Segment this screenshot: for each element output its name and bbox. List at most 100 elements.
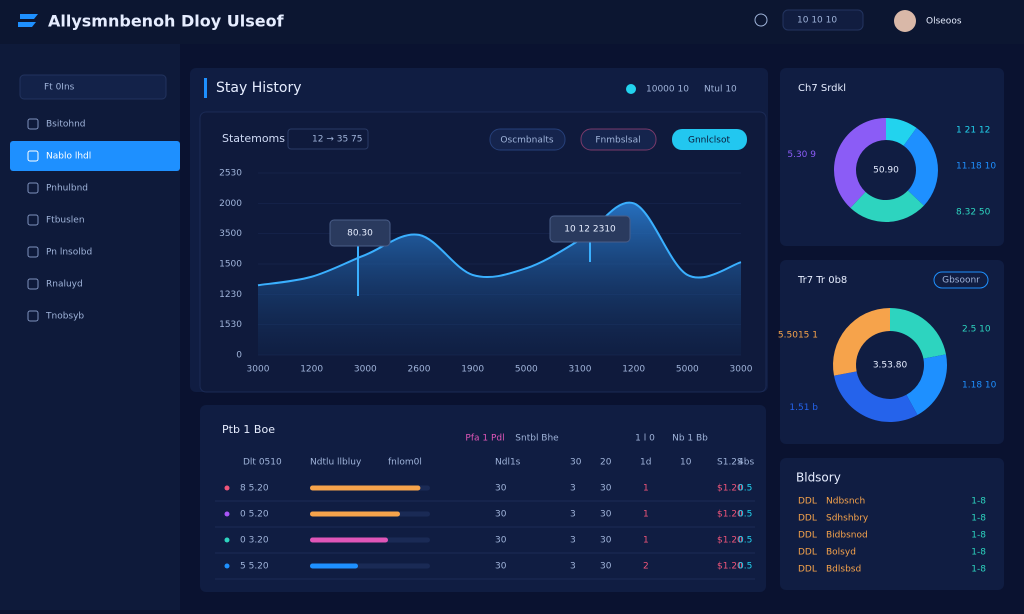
table-cell: $1.20 — [717, 510, 743, 520]
table-tab[interactable]: Nb 1 Bb — [672, 434, 708, 444]
list-name: Bidbsnod — [826, 531, 868, 541]
list-name: Ndbsnch — [826, 497, 865, 507]
nav-icon — [27, 118, 39, 130]
table-header: Ndl1s — [495, 458, 521, 468]
list-name: Bdlsbsd — [826, 565, 861, 575]
nav-item[interactable]: Pnhulbnd — [46, 184, 88, 194]
tooltip-text: 10 12 2310 — [564, 225, 616, 235]
nav-item[interactable]: Bsitohnd — [46, 120, 86, 130]
table-cell: 30 — [600, 484, 612, 494]
nav-item[interactable]: Nablo lhdl — [46, 152, 91, 162]
filter-button[interactable] — [489, 128, 566, 151]
donut-label: 1.51 b — [789, 403, 818, 413]
donut-slice — [850, 190, 924, 222]
legend-text: 10000 10 — [646, 85, 689, 95]
row-dot — [224, 537, 230, 543]
x-tick-label: 1200 — [300, 365, 323, 375]
history-title: Stay History — [216, 80, 302, 96]
search-box[interactable] — [782, 9, 864, 31]
list-label: DDL — [798, 514, 817, 524]
row-name: 8 5.20 — [240, 484, 269, 494]
x-tick-label: 2600 — [408, 365, 431, 375]
filter-button[interactable] — [672, 129, 747, 150]
table-header: Ndtlu llbluy — [310, 458, 362, 468]
title-accent — [204, 78, 207, 98]
donut-label: 5.5015 1 — [778, 331, 818, 341]
nav-item[interactable]: Pn lnsolbd — [46, 248, 92, 258]
sidebar — [0, 44, 180, 610]
table-cell: $1.20 — [717, 562, 743, 572]
table-cell: 1 — [643, 484, 649, 494]
table-cell: 3 — [570, 536, 576, 546]
table-cell: 3 — [570, 510, 576, 520]
row-bar — [310, 485, 421, 491]
filter[interactable]: Ntul 10 — [704, 85, 737, 95]
donut-button[interactable] — [933, 271, 989, 289]
row-dot — [224, 511, 230, 517]
table-cell: 0.5 — [738, 562, 752, 572]
tooltip — [329, 219, 391, 247]
list-value: 1-8 — [971, 548, 986, 558]
donut-center: 3.53.80 — [873, 361, 908, 371]
nav-icon — [27, 278, 39, 290]
list-value: 1-8 — [971, 497, 986, 507]
table-cell: 30 — [600, 510, 612, 520]
donut-label: 2.5 10 — [962, 324, 991, 334]
chart-subtitle: Statemoms — [222, 132, 285, 145]
table-cell: 3 — [570, 562, 576, 572]
donut-slice — [906, 354, 948, 415]
row-name: 0 3.20 — [240, 536, 269, 546]
table-cell: 1 — [643, 536, 649, 546]
table-cell: 30 — [495, 562, 507, 572]
list-value: 1-8 — [971, 531, 986, 541]
donut-label: 8.32 50 — [956, 207, 991, 217]
x-tick-label: 3000 — [730, 365, 753, 375]
table-cell: 2 — [643, 562, 649, 572]
table-tab[interactable]: 1 l 0 — [635, 434, 655, 444]
table-cell: 3 — [570, 484, 576, 494]
table-tab[interactable]: Sntbl Bhe — [515, 434, 559, 444]
table-header: 1d — [640, 458, 651, 468]
table-title: Ptb 1 Boe — [222, 423, 275, 436]
user-name: Olseoos — [926, 17, 962, 27]
table-cell: 0.5 — [738, 484, 752, 494]
x-tick-label: 1200 — [622, 365, 645, 375]
search-icon[interactable] — [754, 13, 768, 27]
row-bar — [310, 511, 400, 517]
table-cell: 30 — [495, 484, 507, 494]
nav-item[interactable]: Tnobsyb — [45, 312, 84, 322]
table-cell: 0.5 — [738, 536, 752, 546]
x-tick-label: 3100 — [569, 365, 592, 375]
filter-button[interactable] — [580, 128, 657, 151]
x-tick-label: 3000 — [354, 365, 377, 375]
nav-item[interactable]: Ftbuslen — [46, 216, 85, 226]
donut-button-label: Gbsoonr — [942, 276, 980, 286]
list-value: 1-8 — [971, 514, 986, 524]
list-title: Bldsory — [796, 471, 841, 485]
table-header: 20 — [600, 458, 612, 468]
nav-icon — [27, 246, 39, 258]
range-box[interactable] — [287, 128, 369, 150]
row-dot — [224, 563, 230, 569]
table-header: fnlom0l — [388, 458, 422, 468]
table-header: 4bs — [738, 458, 754, 468]
donut-slice — [890, 308, 946, 359]
row-dot — [224, 485, 230, 491]
nav-item[interactable]: Rnaluyd — [46, 280, 83, 290]
x-tick-label: 5000 — [676, 365, 699, 375]
table-cell: 1 — [643, 510, 649, 520]
sidebar-search[interactable] — [19, 74, 167, 100]
table-tab[interactable]: Pfa 1 Pdl — [465, 434, 504, 444]
y-tick-label: 1230 — [219, 290, 242, 300]
row-name: 0 5.20 — [240, 510, 269, 520]
table-cell: 30 — [600, 562, 612, 572]
avatar[interactable] — [894, 10, 916, 32]
table-cell: $1.20 — [717, 536, 743, 546]
nav-icon — [27, 214, 39, 226]
table-header: 30 — [570, 458, 582, 468]
list-label: DDL — [798, 497, 817, 507]
table-panel — [200, 405, 766, 592]
donut-slice — [833, 308, 890, 376]
x-tick-label: 1900 — [461, 365, 484, 375]
donut-title: Ch7 Srdkl — [798, 83, 846, 94]
